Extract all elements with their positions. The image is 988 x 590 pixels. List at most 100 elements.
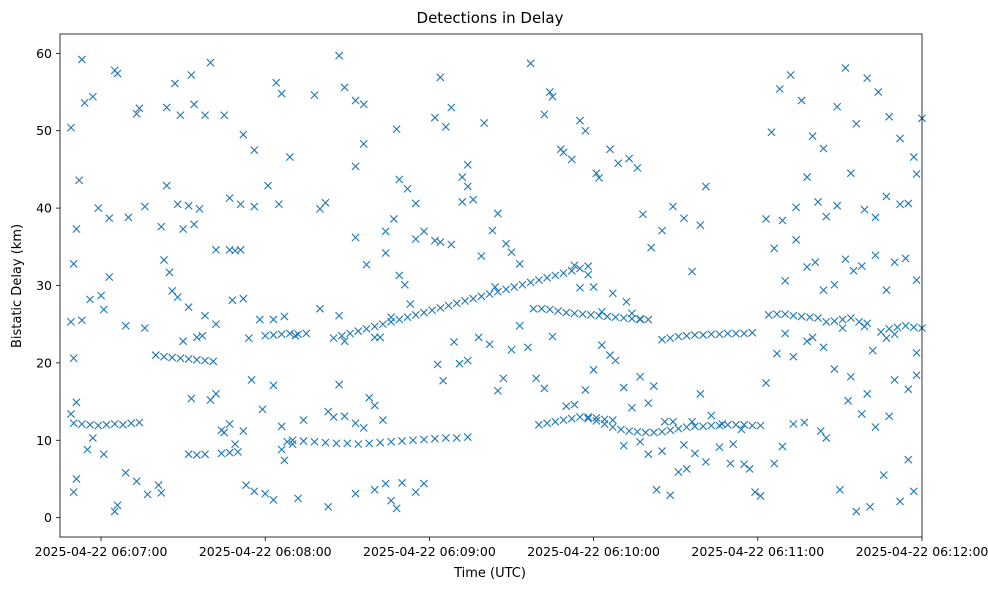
track-point	[781, 310, 790, 319]
scatter-point	[644, 450, 653, 459]
track-point	[611, 313, 620, 322]
track-point	[436, 303, 445, 312]
y-tick-label: 60	[36, 46, 52, 61]
scatter-point	[814, 197, 822, 206]
scatter-point	[291, 331, 300, 340]
track-point	[578, 310, 587, 319]
track-point	[625, 426, 634, 435]
track-point	[575, 413, 584, 422]
scatter-point	[433, 360, 442, 369]
scatter-point	[882, 334, 891, 343]
track-point	[559, 269, 568, 278]
scatter-point	[770, 244, 779, 253]
scatter-point	[592, 169, 601, 178]
track-point	[302, 329, 311, 338]
track-point	[151, 351, 160, 360]
track-point	[756, 421, 765, 430]
scatter-point	[403, 184, 412, 193]
scatter-point	[767, 128, 776, 137]
scatter-point	[619, 441, 628, 450]
scatter-point	[157, 222, 166, 231]
scatter-point	[105, 214, 114, 223]
scatter-point	[398, 478, 407, 487]
scatter-point	[72, 474, 81, 483]
scatter-point	[105, 273, 114, 281]
track-point	[723, 329, 732, 338]
track-point	[332, 439, 341, 448]
track-point	[269, 331, 278, 340]
scatter-point	[376, 333, 385, 342]
track-point	[658, 335, 667, 344]
scatter-point	[726, 459, 735, 468]
scatter-point	[627, 403, 636, 412]
track-point	[901, 321, 910, 330]
scatter-point	[324, 502, 333, 511]
scatter-point	[261, 489, 270, 498]
scatter-point	[833, 102, 842, 111]
scatter-point	[789, 352, 798, 361]
scatter-point	[69, 354, 78, 363]
scatter-point	[589, 365, 598, 374]
scatter-point	[860, 322, 869, 331]
scatter-point	[874, 88, 883, 97]
x-tick-label: 2025-04-22 06:09:00	[363, 544, 496, 559]
track-point	[707, 421, 716, 430]
scatter-point	[184, 303, 193, 312]
x-axis-ticks: 2025-04-22 06:07:00 2025-04-22 06:08:00 20…	[35, 537, 988, 559]
track-point	[543, 273, 552, 282]
scatter-point	[247, 375, 256, 384]
scatter-point	[860, 205, 869, 214]
scatter-point	[871, 213, 880, 222]
track-point	[608, 423, 617, 432]
scatter-point	[909, 153, 918, 162]
track-point	[469, 294, 478, 303]
scatter-point	[614, 159, 623, 168]
scatter-point	[447, 240, 456, 249]
scatter-point	[88, 92, 97, 101]
scatter-point	[469, 195, 478, 204]
track-point	[551, 271, 560, 280]
scatter-point	[866, 502, 874, 511]
scatter-point	[696, 389, 705, 398]
scatter-point	[803, 337, 812, 346]
scatter-point	[263, 181, 272, 190]
y-tick-label: 30	[36, 278, 52, 293]
scatter-point	[335, 51, 344, 60]
scatter-point	[863, 74, 872, 83]
track-point	[805, 313, 814, 322]
scatter-point	[250, 146, 259, 155]
scatter-point	[170, 79, 179, 88]
scatter-point	[411, 199, 420, 208]
track-point	[830, 317, 839, 326]
scatter-point	[310, 91, 319, 100]
track-point	[277, 330, 286, 339]
scatter-point	[351, 96, 360, 105]
scatter-point	[896, 134, 905, 143]
track-point	[403, 313, 412, 322]
scatter-point	[819, 343, 828, 352]
x-tick-label: 2025-04-22 06:12:00	[856, 544, 988, 559]
track-point	[127, 419, 136, 428]
scatter-point	[277, 445, 286, 454]
scatter-point	[912, 170, 921, 179]
scatter-point	[835, 485, 844, 494]
scatter-point	[228, 296, 237, 305]
scatter-point	[211, 389, 220, 398]
scatter-point	[239, 130, 248, 139]
scatter-point	[419, 479, 428, 488]
track-point	[526, 278, 535, 287]
scatter-point	[72, 225, 81, 233]
track-point	[493, 287, 502, 296]
scatter-point	[154, 481, 163, 490]
scatter-point	[162, 181, 171, 190]
track-point	[86, 420, 95, 429]
scatter-point	[99, 450, 108, 459]
scatter-point	[351, 489, 360, 498]
scatter-point	[135, 104, 144, 113]
track-point	[299, 437, 308, 446]
track-point	[562, 308, 571, 317]
scatter-point	[340, 412, 349, 421]
scatter-point	[173, 200, 182, 209]
track-point	[658, 427, 667, 436]
track-point	[814, 314, 822, 322]
